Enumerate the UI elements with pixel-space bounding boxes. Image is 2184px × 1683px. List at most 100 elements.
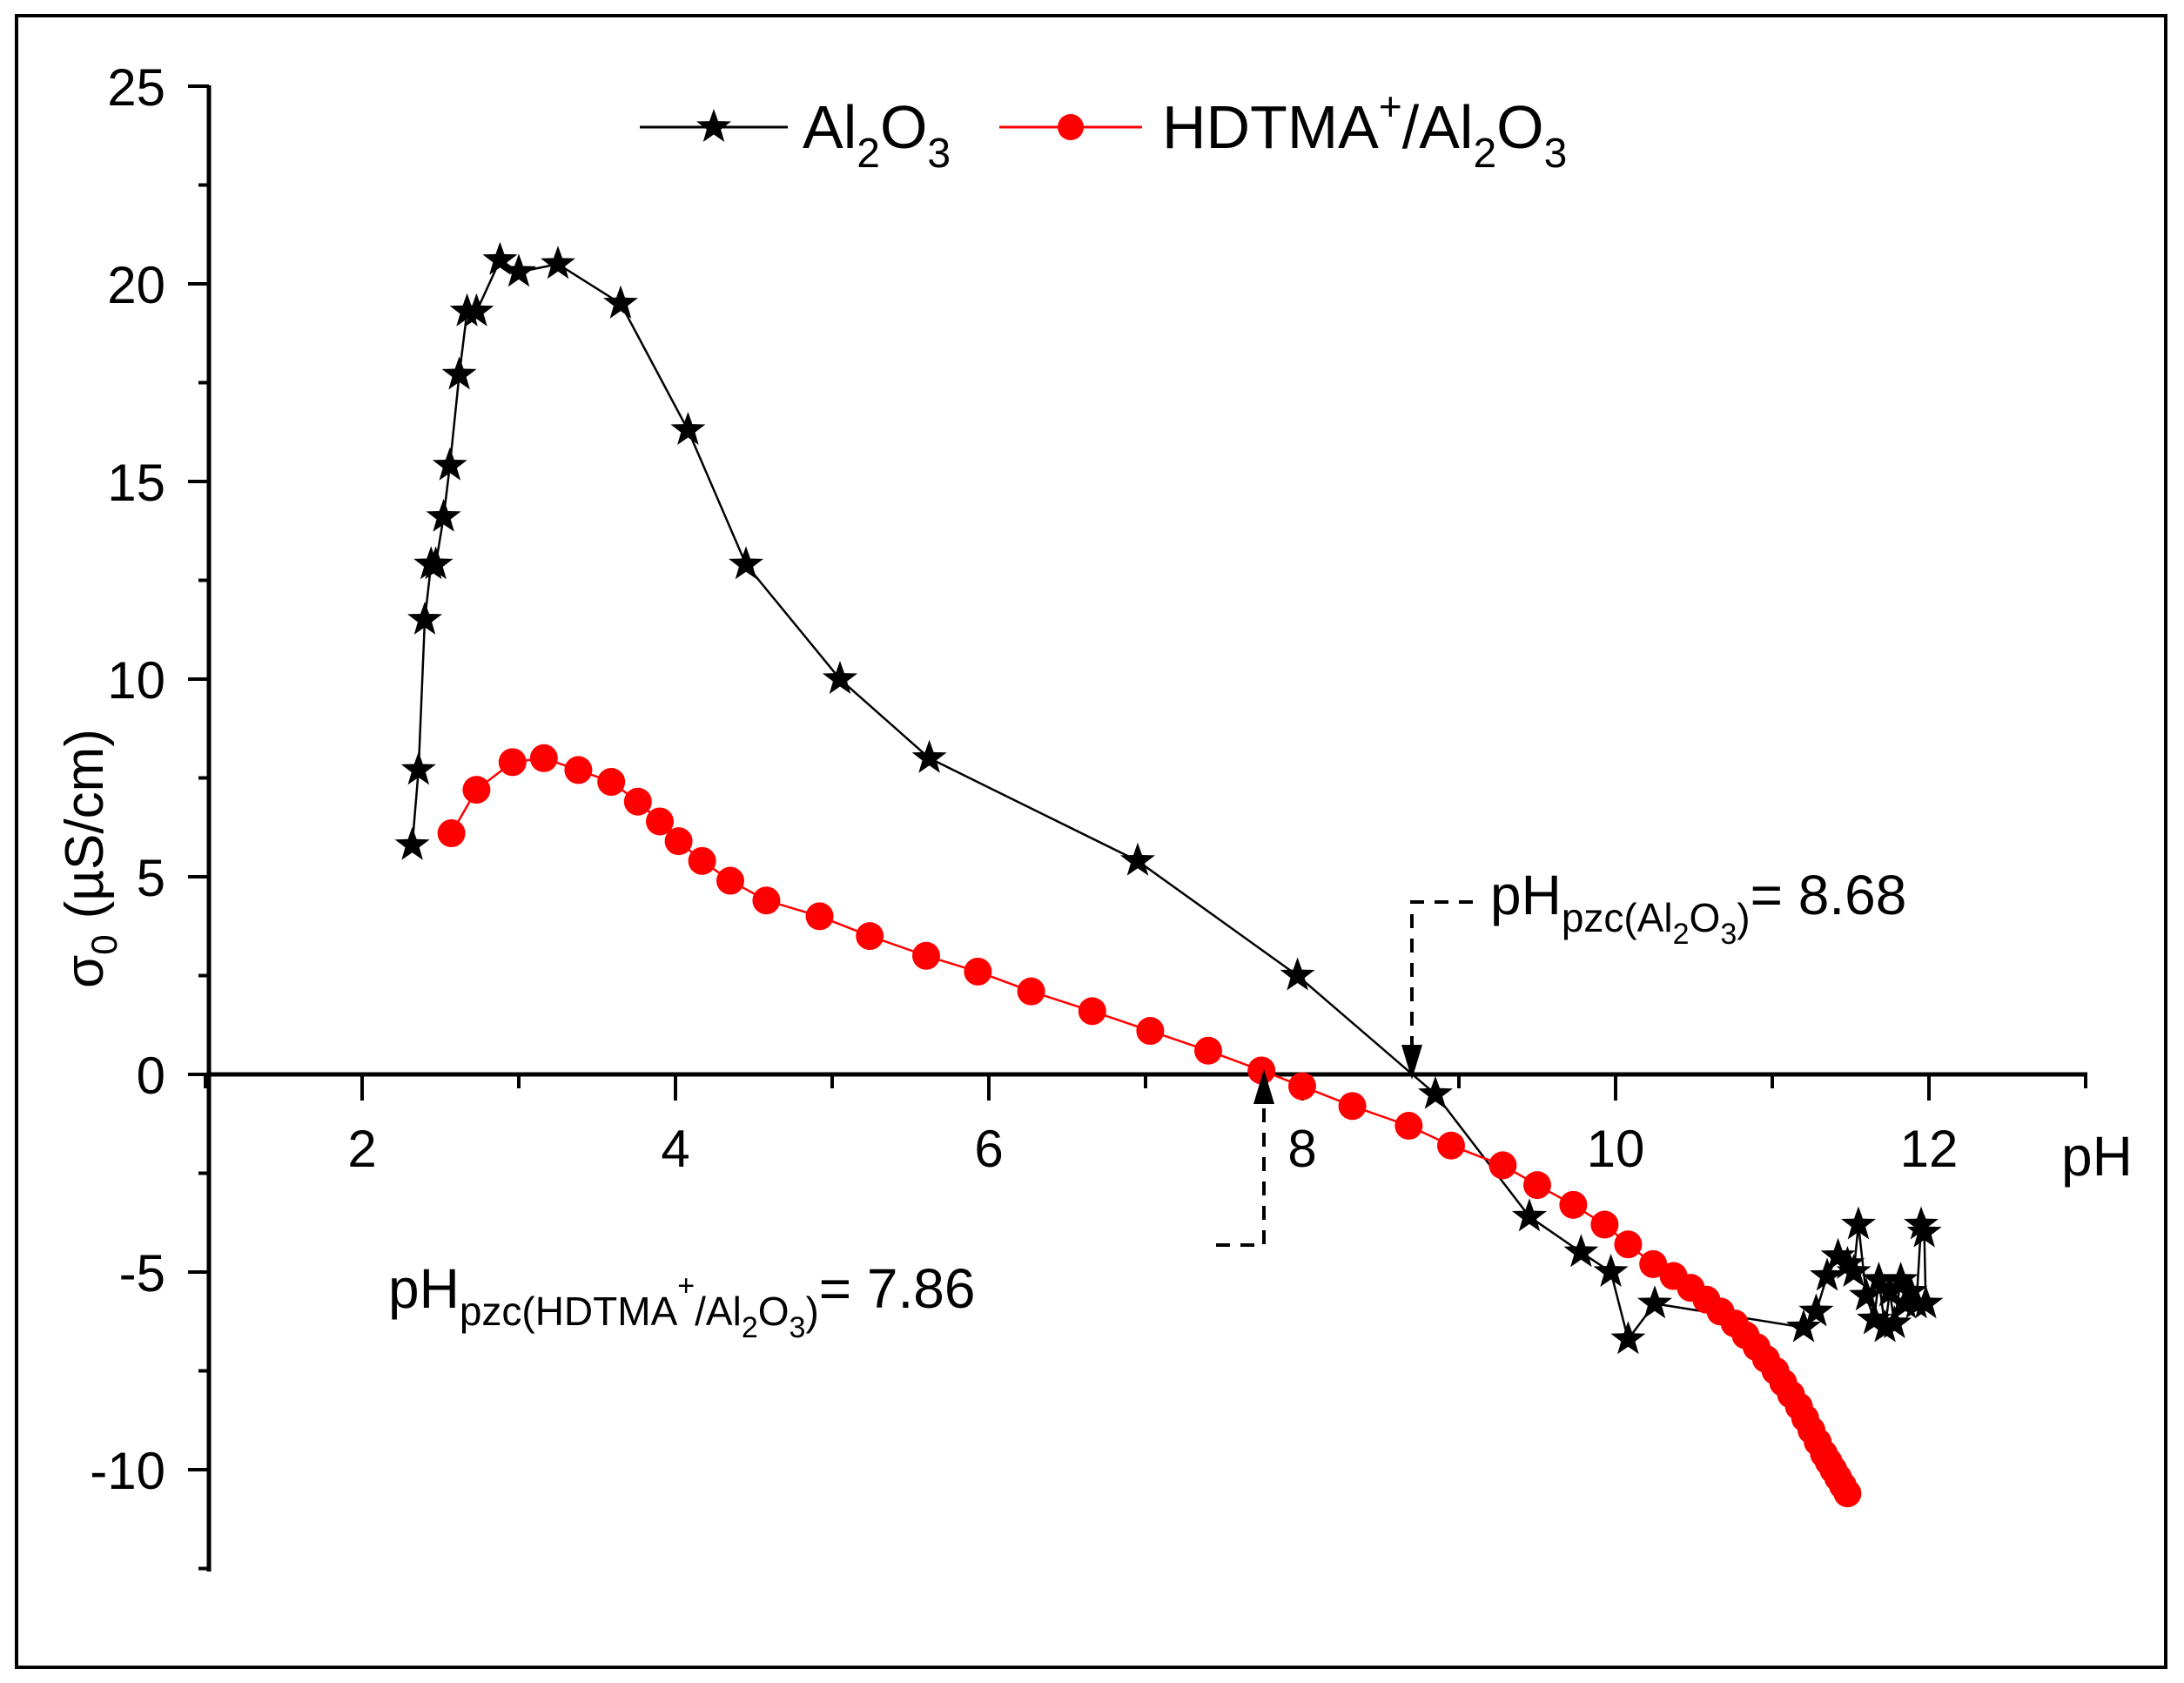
x-tick-label: 8 [1287, 1120, 1316, 1178]
data-point-star [1883, 1262, 1919, 1296]
data-point-circle [1590, 1210, 1619, 1239]
data-point-star [432, 447, 467, 481]
y-axis-label-sigma: σ [55, 955, 115, 988]
data-point-circle [912, 941, 940, 970]
pzc-hdtma-label: pHpzc(HDTMA+/Al2O3)= 7.86 [388, 1257, 975, 1344]
y-axis-label: σ0 (µS/cm) [55, 729, 124, 988]
figure-border [15, 14, 2167, 1669]
x-axis-label: pH [2061, 1125, 2133, 1188]
data-point-star [670, 412, 706, 445]
y-tick-label: 10 [107, 651, 165, 710]
x-tick-label: 10 [1587, 1120, 1645, 1178]
y-axis-label-sub: 0 [84, 934, 124, 954]
series-al2o3 [394, 241, 1944, 1355]
data-point-star [1830, 1245, 1865, 1279]
data-point-star [1908, 1285, 1944, 1319]
data-point-star [459, 293, 494, 327]
data-point-circle [623, 787, 652, 816]
y-tick-label: -10 [90, 1442, 165, 1500]
data-point-star [426, 498, 461, 532]
y-axis-label-unit: (µS/cm) [55, 729, 115, 919]
y-tick-label: -5 [119, 1244, 165, 1303]
data-point-star [1786, 1309, 1821, 1343]
data-point-star [1120, 842, 1155, 876]
x-tick-label: 12 [1900, 1120, 1959, 1178]
data-point-circle [1833, 1479, 1862, 1508]
y-ticks: 25 20 15 10 5 0 -5 -10 [90, 58, 209, 1571]
legend-star-marker [696, 109, 731, 142]
data-point-circle [664, 827, 693, 856]
data-point-circle [1078, 997, 1106, 1026]
data-point-star [400, 751, 436, 785]
x-tick-label: 6 [974, 1120, 1003, 1178]
y-tick-label: 0 [137, 1047, 165, 1105]
y-tick-label: 20 [107, 256, 165, 314]
series-line [411, 258, 1927, 1343]
data-point-star [1906, 1214, 1942, 1248]
data-point-circle [805, 902, 834, 931]
data-point-star [441, 356, 477, 390]
x-ticks: 2 4 6 8 10 12 [204, 1074, 2087, 1178]
data-point-circle [1194, 1036, 1222, 1065]
legend-item-hdtma: HDTMA+/Al2O3 [999, 84, 1567, 177]
data-point-star [1836, 1254, 1872, 1287]
data-point-star [541, 246, 575, 279]
data-point-star [1820, 1237, 1856, 1271]
data-point-circle [688, 846, 716, 875]
data-point-circle [1247, 1056, 1276, 1085]
data-point-circle [1437, 1131, 1465, 1160]
data-point-circle [498, 748, 527, 777]
data-point-star [1280, 957, 1315, 991]
data-point-circle [1338, 1092, 1367, 1121]
data-point-circle [716, 866, 744, 895]
data-point-circle [856, 922, 884, 951]
data-point-circle [1614, 1230, 1643, 1259]
data-point-star [1861, 1262, 1897, 1296]
data-point-star [823, 661, 857, 694]
data-point-star [1418, 1075, 1453, 1109]
pzc-hdtma-arrow [1216, 1069, 1274, 1247]
legend: Al2O3 HDTMA+/Al2O3 [640, 84, 1567, 177]
data-point-circle [529, 744, 558, 772]
svg-text:HDTMA+/Al2O3: HDTMA+/Al2O3 [1162, 84, 1567, 177]
axes: 25 20 15 10 5 0 -5 -10 2 4 6 8 10 12 [90, 58, 2087, 1572]
data-point-star [1857, 1301, 1892, 1335]
svg-text:σ0(µS/cm): σ0 (µS/cm) [55, 729, 124, 988]
data-point-star [1610, 1321, 1646, 1355]
data-point-circle [1394, 1112, 1423, 1141]
data-point-circle [1017, 977, 1045, 1006]
data-point-star [1849, 1277, 1884, 1311]
data-point-circle [597, 768, 626, 797]
data-point-star [501, 253, 536, 287]
svg-text:Al2O3: Al2O3 [803, 93, 951, 177]
series-hdtma-al2o3 [437, 744, 1862, 1508]
data-point-star [1877, 1305, 1912, 1338]
data-point-star [911, 739, 947, 773]
data-point-star [729, 546, 763, 580]
data-point-star [1593, 1254, 1629, 1287]
pzc-al2o3-arrow [1401, 900, 1473, 1080]
data-point-circle [1559, 1190, 1588, 1219]
data-point-star [1512, 1198, 1547, 1232]
data-point-circle [1523, 1171, 1551, 1200]
y-tick-label: 5 [137, 849, 165, 907]
x-tick-label: 4 [661, 1120, 689, 1178]
y-tick-label: 15 [107, 454, 165, 512]
data-point-circle [437, 819, 466, 848]
data-point-circle [1288, 1072, 1316, 1101]
data-point-star [1867, 1309, 1903, 1343]
data-point-star [1798, 1293, 1834, 1327]
data-point-star [1904, 1206, 1939, 1240]
data-point-star [418, 546, 454, 580]
legend-item-al2o3: Al2O3 [640, 93, 951, 177]
data-point-circle [1639, 1249, 1668, 1278]
data-point-circle [964, 957, 992, 986]
data-point-star [407, 601, 442, 635]
data-point-star [1872, 1273, 1907, 1307]
data-point-star [1841, 1206, 1876, 1240]
data-point-star [1810, 1257, 1845, 1291]
data-point-star [603, 285, 638, 319]
data-point-circle [1136, 1017, 1165, 1046]
pzc-al2o3-label: pHpzc(Al2O3)= 8.68 [1490, 864, 1906, 951]
